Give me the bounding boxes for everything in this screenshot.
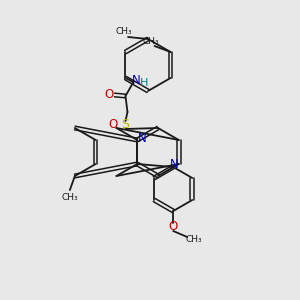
Text: N: N xyxy=(132,74,141,88)
Text: N: N xyxy=(169,158,178,172)
Text: S: S xyxy=(122,118,130,131)
Text: O: O xyxy=(169,220,178,233)
Text: H: H xyxy=(140,78,149,88)
Text: CH₃: CH₃ xyxy=(61,193,78,202)
Text: O: O xyxy=(109,118,118,131)
Text: CH₃: CH₃ xyxy=(186,236,202,244)
Text: O: O xyxy=(105,88,114,101)
Text: N: N xyxy=(138,133,147,146)
Text: CH₃: CH₃ xyxy=(142,37,159,46)
Text: CH₃: CH₃ xyxy=(116,28,132,37)
